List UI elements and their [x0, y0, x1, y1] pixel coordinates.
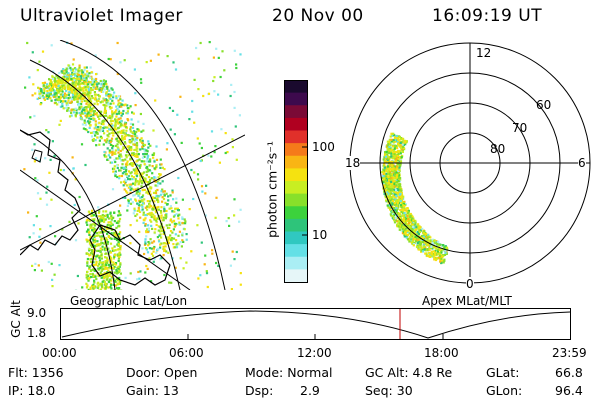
mlt-label-6: 6	[578, 156, 586, 170]
colorbar-tick-100: 100	[312, 140, 335, 154]
altitude-tick-high: 9.0	[27, 306, 47, 320]
observation-time: 16:09:19 UT	[432, 6, 543, 26]
dsp-value: 2.9	[300, 383, 320, 398]
latitude-line	[20, 129, 116, 290]
altitude-plot	[60, 308, 571, 340]
polar-mlt-plot	[349, 42, 591, 284]
colorbar-band	[284, 269, 308, 283]
mlt-label-18: 18	[345, 156, 361, 170]
coastline	[89, 224, 171, 286]
door-status: Door: Open	[126, 365, 198, 380]
latitude-line	[29, 59, 181, 290]
colorbar-tick-10: 10	[312, 228, 328, 242]
mlat-label-80: 80	[490, 142, 506, 156]
colorbar-band	[284, 256, 308, 270]
colorbar-band	[284, 143, 308, 157]
time-tick: 12:00	[297, 346, 332, 360]
glon-value: 96.4	[555, 383, 583, 398]
time-tick: 00:00	[42, 346, 77, 360]
colorbar-band	[284, 181, 308, 195]
colorbar-band	[284, 80, 308, 94]
colorbar-band	[284, 105, 308, 119]
mlt-label-12: 12	[476, 46, 492, 60]
colorbar-band	[284, 168, 308, 182]
ip-value: IP: 18.0	[8, 383, 56, 398]
coastline	[20, 129, 81, 256]
dsp-label: Dsp:	[245, 383, 274, 398]
flight-number: Flt: 1356	[8, 365, 64, 380]
colorbar-band	[284, 244, 308, 258]
colorbar-band	[284, 193, 308, 207]
colorbar-band	[284, 231, 308, 245]
colorbar-band	[284, 92, 308, 106]
mlat-label-60: 60	[536, 98, 552, 112]
colorbar-unit-label: photon cm⁻²s⁻¹	[264, 141, 280, 238]
gc-altitude: GC Alt: 4.8 Re	[365, 365, 453, 380]
time-tick: 06:00	[169, 346, 204, 360]
geographic-image-panel	[20, 40, 245, 290]
time-tick: 23:59	[552, 346, 587, 360]
colorbar-band	[284, 117, 308, 132]
observation-date: 20 Nov 00	[272, 6, 364, 26]
colorbar-band	[284, 130, 308, 144]
glat-value: 66.8	[555, 365, 583, 380]
instrument-title: Ultraviolet Imager	[20, 6, 183, 26]
time-tick: 18:00	[424, 346, 459, 360]
mode-value: Mode: Normal	[245, 365, 333, 380]
latitude-line	[59, 40, 226, 290]
geographic-panel-label: Geographic Lat/Lon	[70, 294, 188, 308]
glat-label: GLat:	[486, 365, 520, 380]
altitude-tick-low: 1.8	[27, 326, 47, 340]
altitude-axis-label: GC Alt	[9, 300, 23, 338]
aurora-emission-mlt	[381, 132, 449, 265]
colorbar-band	[284, 218, 308, 233]
mlt-label-0: 0	[466, 277, 474, 291]
colorbar	[284, 80, 308, 283]
mlat-label-70: 70	[512, 121, 528, 135]
longitude-line	[20, 169, 191, 290]
altitude-curve	[61, 310, 571, 339]
longitude-line	[20, 134, 245, 251]
apex-panel-label: Apex MLat/MLT	[422, 294, 512, 308]
glon-label: GLon:	[486, 383, 523, 398]
colorbar-band	[284, 206, 308, 220]
sequence-number: Seq: 30	[365, 383, 413, 398]
gain-value: Gain: 13	[126, 383, 179, 398]
aurora-emission-geographic	[23, 41, 242, 290]
coastline	[31, 149, 43, 163]
colorbar-band	[284, 155, 308, 169]
